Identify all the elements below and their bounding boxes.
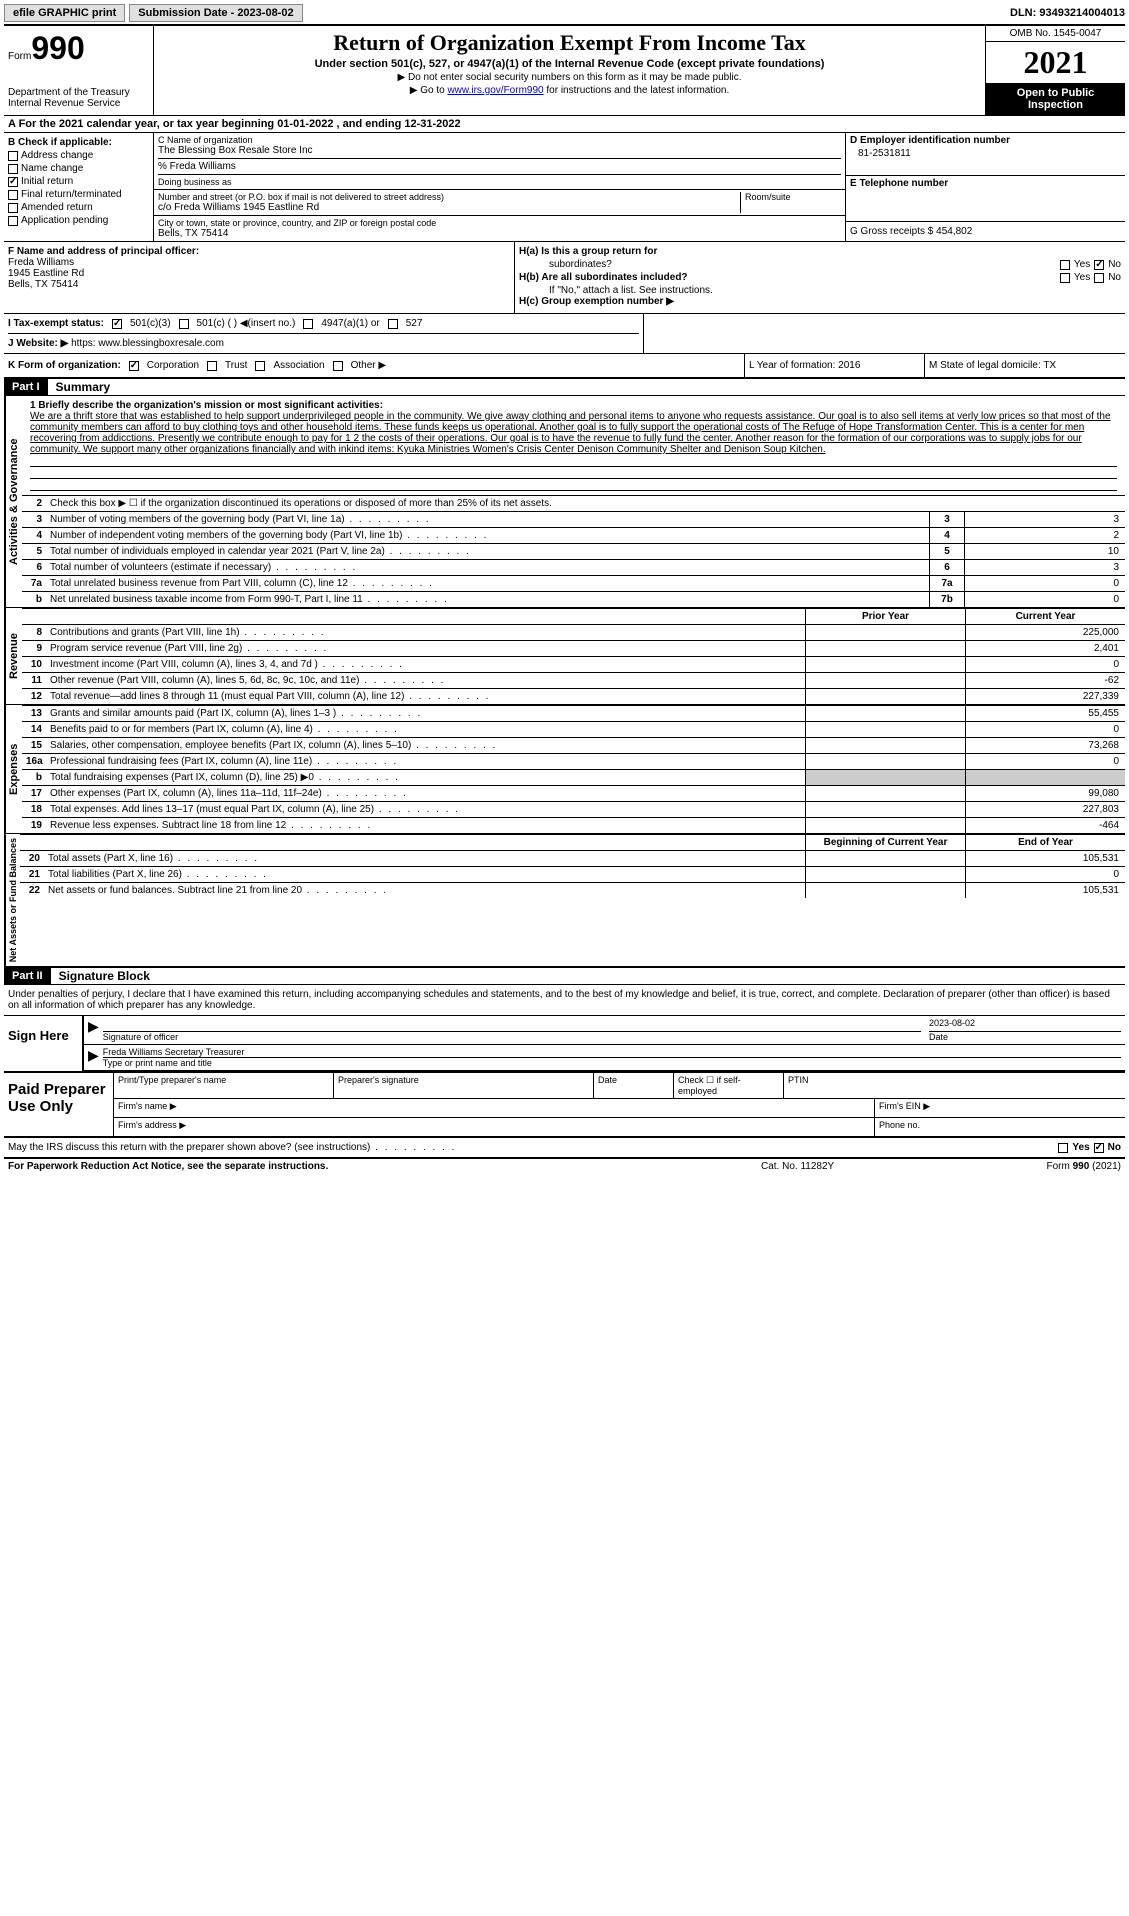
officer-name: Freda Williams: [8, 257, 510, 268]
form-number: 990: [31, 30, 84, 66]
discuss-yes-checkbox[interactable]: [1058, 1143, 1068, 1153]
part2-header: Part II: [4, 968, 51, 984]
officer-name-title: Freda Williams Secretary Treasurer: [103, 1047, 1121, 1058]
app-pending-checkbox[interactable]: [8, 216, 18, 226]
initial-return-checkbox[interactable]: [8, 177, 18, 187]
form-note-2: ▶ Go to www.irs.gov/Form990 for instruct…: [158, 85, 981, 96]
period-row: A For the 2021 calendar year, or tax yea…: [4, 116, 1125, 133]
sign-here-label: Sign Here: [4, 1016, 84, 1071]
side-revenue: Revenue: [4, 608, 22, 704]
side-net-assets: Net Assets or Fund Balances: [4, 834, 20, 966]
ein-value: 81-2531811: [850, 148, 1121, 159]
form-subtitle: Under section 501(c), 527, or 4947(a)(1)…: [158, 58, 981, 70]
501c3-checkbox[interactable]: [112, 319, 122, 329]
mission-text: We are a thrift store that was establish…: [30, 411, 1117, 455]
other-checkbox[interactable]: [333, 361, 343, 371]
form-footer: Form 990 (2021): [961, 1161, 1121, 1172]
ha-no-checkbox[interactable]: [1094, 260, 1104, 270]
catalog-number: Cat. No. 11282Y: [761, 1161, 961, 1172]
paperwork-notice: For Paperwork Reduction Act Notice, see …: [8, 1161, 761, 1172]
ha-yes-checkbox[interactable]: [1060, 260, 1070, 270]
address-change-checkbox[interactable]: [8, 151, 18, 161]
section-d: D Employer identification number 81-2531…: [845, 133, 1125, 241]
line1-label: 1 Briefly describe the organization's mi…: [30, 400, 383, 411]
arrow-icon: ▶: [88, 1018, 99, 1042]
room-suite-label: Room/suite: [741, 192, 841, 213]
line2-text: Check this box ▶ ☐ if the organization d…: [46, 496, 1125, 511]
section-m: M State of legal domicile: TX: [925, 354, 1125, 377]
amended-return-checkbox[interactable]: [8, 203, 18, 213]
part1-header: Part I: [4, 379, 48, 395]
dept-label: Department of the Treasury Internal Reve…: [8, 87, 149, 109]
section-k: K Form of organization: Corporation Trus…: [4, 354, 745, 377]
omb-label: OMB No. 1545-0047: [986, 26, 1125, 42]
irs-link[interactable]: www.irs.gov/Form990: [447, 85, 543, 96]
current-year-header: Current Year: [965, 609, 1125, 624]
side-expenses: Expenses: [4, 705, 22, 833]
section-l: L Year of formation: 2016: [745, 354, 925, 377]
form-note-1: ▶ Do not enter social security numbers o…: [158, 72, 981, 83]
tax-year: 2021: [986, 42, 1125, 83]
street-address: c/o Freda Williams 1945 Eastline Rd: [158, 202, 740, 213]
final-return-checkbox[interactable]: [8, 190, 18, 200]
527-checkbox[interactable]: [388, 319, 398, 329]
discuss-question: May the IRS discuss this return with the…: [8, 1142, 1058, 1153]
section-i: I Tax-exempt status: 501(c)(3) 501(c) ( …: [8, 318, 639, 329]
dln-label: DLN: 93493214004013: [1010, 7, 1125, 19]
section-h: H(a) Is this a group return for subordin…: [514, 242, 1125, 313]
form-title: Return of Organization Exempt From Incom…: [158, 30, 981, 56]
org-name: The Blessing Box Resale Store Inc: [158, 145, 841, 156]
assoc-checkbox[interactable]: [255, 361, 265, 371]
hb-yes-checkbox[interactable]: [1060, 273, 1070, 283]
form-prefix: Form: [8, 51, 31, 62]
corp-checkbox[interactable]: [129, 361, 139, 371]
section-j: J Website: ▶ https: www.blessingboxresal…: [8, 333, 639, 349]
prior-year-header: Prior Year: [805, 609, 965, 624]
discuss-no-checkbox[interactable]: [1094, 1143, 1104, 1153]
beginning-year-header: Beginning of Current Year: [805, 835, 965, 850]
care-of: % Freda Williams: [158, 158, 841, 172]
signature-date: 2023-08-02: [929, 1018, 1121, 1032]
side-activities-governance: Activities & Governance: [4, 396, 22, 607]
top-bar: efile GRAPHIC print Submission Date - 20…: [4, 4, 1125, 26]
section-c: C Name of organization The Blessing Box …: [154, 133, 845, 241]
trust-checkbox[interactable]: [207, 361, 217, 371]
hb-no-checkbox[interactable]: [1094, 273, 1104, 283]
open-public-label: Open to Public Inspection: [986, 83, 1125, 115]
501c-checkbox[interactable]: [179, 319, 189, 329]
name-change-checkbox[interactable]: [8, 164, 18, 174]
end-year-header: End of Year: [965, 835, 1125, 850]
form-header: Form990 Department of the Treasury Inter…: [4, 26, 1125, 116]
part1-title: Summary: [48, 380, 111, 394]
part2-title: Signature Block: [51, 969, 150, 983]
declaration-text: Under penalties of perjury, I declare th…: [4, 985, 1125, 1015]
section-f: F Name and address of principal officer:…: [4, 242, 514, 313]
efile-button[interactable]: efile GRAPHIC print: [4, 4, 125, 22]
website-value: https: www.blessingboxresale.com: [71, 338, 224, 349]
section-b: B Check if applicable: Address change Na…: [4, 133, 154, 241]
arrow-icon: ▶: [88, 1047, 99, 1068]
paid-preparer-label: Paid Preparer Use Only: [4, 1073, 114, 1136]
4947-checkbox[interactable]: [303, 319, 313, 329]
gross-receipts: G Gross receipts $ 454,802: [850, 226, 1121, 237]
city-state-zip: Bells, TX 75414: [158, 228, 841, 239]
submission-date-button[interactable]: Submission Date - 2023-08-02: [129, 4, 302, 22]
